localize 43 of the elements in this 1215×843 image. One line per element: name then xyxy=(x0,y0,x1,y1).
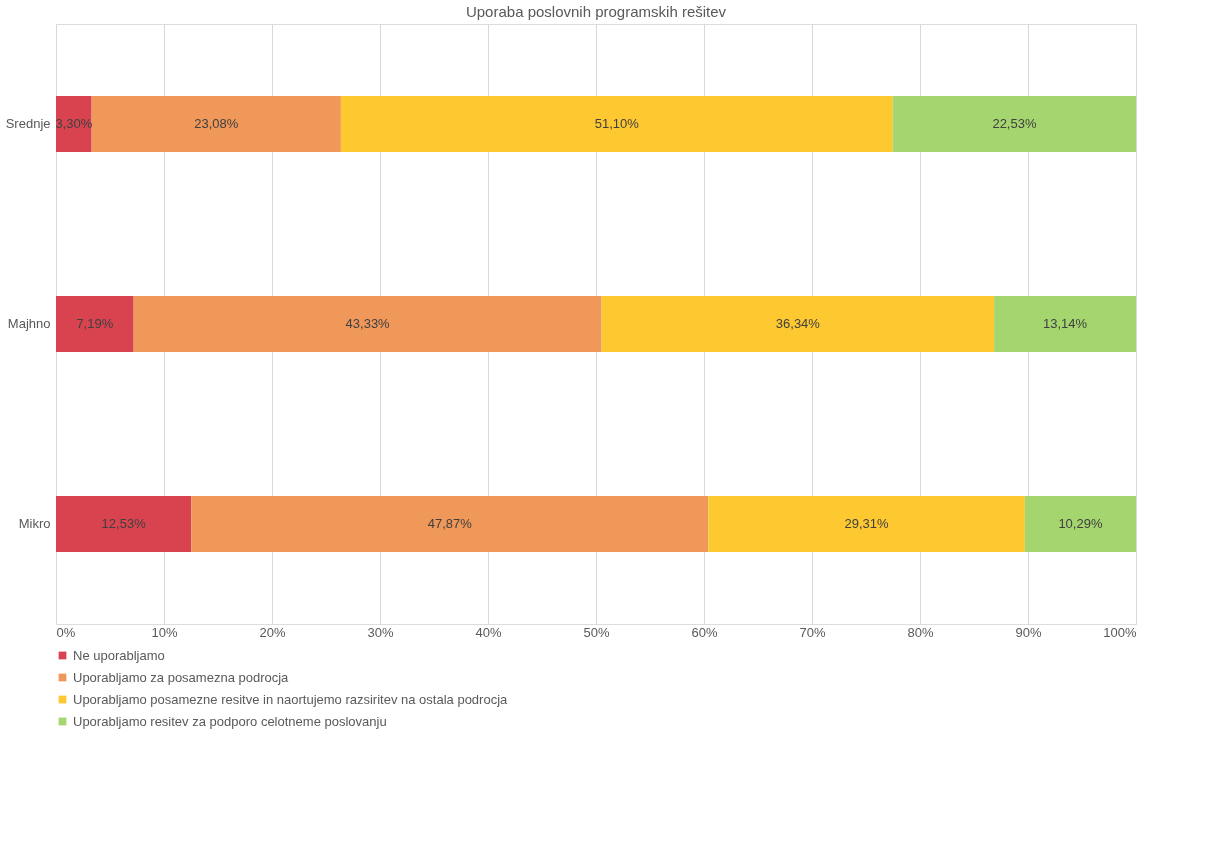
bar xyxy=(708,496,1025,552)
x-tick-label: 100% xyxy=(1103,624,1137,640)
y-tick-label: Majhno xyxy=(7,316,51,331)
data-label: 12,53% xyxy=(101,516,147,531)
data-label: 3,30% xyxy=(55,116,93,131)
bar xyxy=(133,296,602,352)
bar xyxy=(1024,496,1136,552)
bar xyxy=(892,96,1137,152)
chart-title: Uporaba poslovnih programskih rešitev xyxy=(465,3,727,20)
data-label: 22,53% xyxy=(992,116,1037,131)
bar xyxy=(340,96,893,152)
bar xyxy=(994,296,1136,352)
data-label: 47,87% xyxy=(427,516,473,531)
x-tick-label: 70% xyxy=(799,624,826,640)
y-tick-label: Mikro xyxy=(18,516,51,531)
bar xyxy=(191,496,709,552)
bar xyxy=(601,296,995,352)
legend-label: Uporabljamo resitev za podporo celotneme poslovanju xyxy=(73,713,387,729)
data-label: 7,19% xyxy=(76,316,114,331)
x-tick-label: 0% xyxy=(56,624,76,640)
bar xyxy=(91,96,341,152)
data-label: 36,34% xyxy=(775,316,821,331)
x-tick-label: 30% xyxy=(367,624,394,640)
x-tick-label: 40% xyxy=(475,624,502,640)
x-tick-label: 20% xyxy=(259,624,286,640)
bar xyxy=(56,96,92,152)
x-tick-label: 80% xyxy=(907,624,934,640)
y-tick-label: Srednje xyxy=(5,116,51,131)
data-label: 13,14% xyxy=(1043,316,1088,331)
bar xyxy=(56,496,192,552)
data-label: 51,10% xyxy=(594,116,640,131)
x-tick-label: 50% xyxy=(583,624,610,640)
legend-label: Ne uporabljamo xyxy=(73,647,165,663)
bar xyxy=(56,296,134,352)
data-label: 10,29% xyxy=(1058,516,1103,531)
legend-label: Uporabljamo za posamezna podrocja xyxy=(73,669,290,685)
x-tick-label: 10% xyxy=(151,624,178,640)
x-tick-label: 60% xyxy=(691,624,718,640)
data-label: 29,31% xyxy=(844,516,890,531)
data-label: 43,33% xyxy=(345,316,391,331)
x-tick-label: 90% xyxy=(1015,624,1042,640)
data-label: 23,08% xyxy=(194,116,239,131)
legend-label: Uporabljamo posamezne resitve in naortujemo razsiritev na ostala podrocja xyxy=(73,691,509,707)
